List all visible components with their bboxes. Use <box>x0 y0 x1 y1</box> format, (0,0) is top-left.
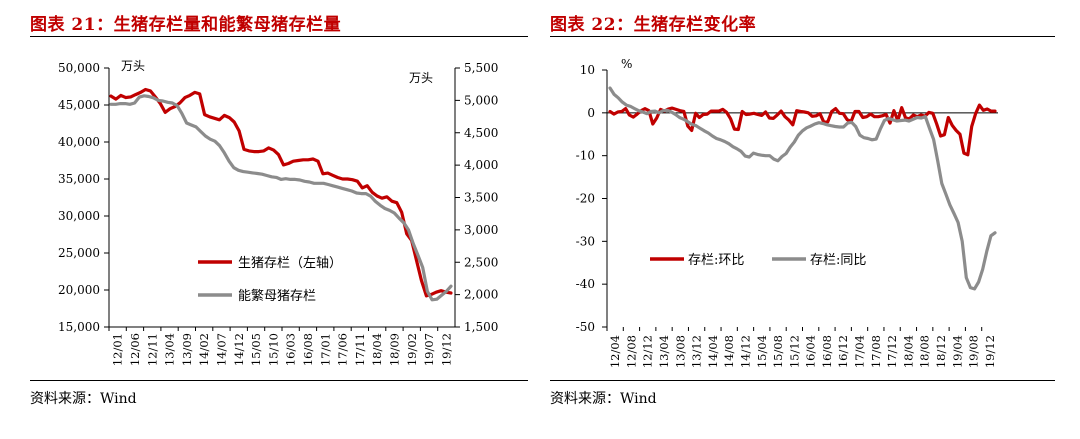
x-tick-label: 17/04 <box>853 335 867 368</box>
y-right-tick-label: 2,500 <box>464 255 498 269</box>
x-tick-label: 15/10 <box>266 333 280 366</box>
y-right-tick-label: 4,000 <box>464 158 498 172</box>
x-tick-label: 13/04 <box>163 333 177 366</box>
x-tick-label: 14/12 <box>232 333 246 366</box>
y-left-tick-label: 40,000 <box>58 135 100 149</box>
x-tick-label: 16/12 <box>836 335 850 368</box>
x-tick-label: 18/08 <box>918 335 932 368</box>
legend-label: 存栏:环比 <box>688 253 744 268</box>
y-left-tick-label: 20,000 <box>58 283 100 297</box>
y-right-tick-label: 4,500 <box>464 126 498 140</box>
source-rule <box>550 380 1055 381</box>
x-tick-label: 18/09 <box>387 333 401 366</box>
unit-label: % <box>621 57 632 71</box>
x-tick-label: 15/05 <box>249 333 263 366</box>
x-tick-label: 14/08 <box>722 335 736 368</box>
title-rule <box>30 36 528 37</box>
series-line-sow-inventory <box>109 94 453 302</box>
y-tick-label: -10 <box>576 149 595 163</box>
y-right-tick-label: 2,000 <box>464 288 498 302</box>
x-tick-label: 14/02 <box>197 333 211 366</box>
series-line-yoy <box>608 86 997 291</box>
x-tick-label: 14/07 <box>214 333 228 366</box>
chart-22-svg: 100-10-20-30-40-50%12/04 12/08 12/12 13/04 1… <box>576 57 998 368</box>
legend-label: 能繁母猪存栏 <box>238 288 316 304</box>
title-rule <box>550 36 1055 37</box>
x-tick-label: 19/07 <box>422 333 436 366</box>
x-tick-label: 13/08 <box>673 335 687 368</box>
y-tick-label: -20 <box>576 192 595 206</box>
x-tick-label: 12/06 <box>128 333 142 366</box>
x-tick-label: 13/12 <box>690 335 704 368</box>
y-tick-label: 0 <box>587 106 595 120</box>
y-right-tick-label: 5,000 <box>464 93 498 107</box>
series-line-mom <box>608 103 997 157</box>
x-tick-label: 12/01 <box>111 333 125 366</box>
figure-21-source: 资料来源：Wind <box>30 391 137 407</box>
x-tick-label: 17/08 <box>869 335 883 368</box>
unit-left-label: 万头 <box>121 59 145 73</box>
y-left-tick-label: 25,000 <box>58 246 100 260</box>
x-tick-label: 14/12 <box>738 335 752 368</box>
legend-label: 存栏:同比 <box>810 253 866 268</box>
x-tick-label: 17/12 <box>885 335 899 368</box>
y-tick-label: 10 <box>580 63 595 77</box>
legend-label: 生猪存栏（左轴） <box>238 256 342 271</box>
x-tick-label: 17/06 <box>336 333 350 366</box>
y-tick-label: -40 <box>576 277 595 291</box>
x-tick-label: 19/08 <box>967 335 981 368</box>
series-line-pig-inventory <box>109 87 453 298</box>
x-tick-label: 12/04 <box>608 335 622 368</box>
x-tick-label: 19/12 <box>983 335 997 368</box>
x-tick-label: 12/12 <box>641 335 655 368</box>
figure-22-source: 资料来源：Wind <box>550 391 657 407</box>
x-tick-label: 16/03 <box>284 333 298 366</box>
x-tick-label: 17/01 <box>318 333 332 366</box>
x-tick-label: 15/12 <box>787 335 801 368</box>
y-right-tick-label: 5,500 <box>464 61 498 75</box>
figure-21-title: 图表 21：生猪存栏量和能繁母猪存栏量 <box>30 15 342 35</box>
x-tick-label: 19/12 <box>439 333 453 366</box>
y-tick-label: -30 <box>576 234 595 248</box>
y-tick-label: -50 <box>576 320 595 334</box>
y-right-tick-label: 3,000 <box>464 223 498 237</box>
y-left-tick-label: 50,000 <box>58 61 100 75</box>
x-tick-label: 15/08 <box>771 335 785 368</box>
x-tick-label: 18/04 <box>370 333 384 366</box>
y-left-tick-label: 45,000 <box>58 98 100 112</box>
x-tick-label: 19/04 <box>950 335 964 368</box>
x-tick-label: 16/04 <box>804 335 818 368</box>
x-tick-label: 16/08 <box>301 333 315 366</box>
x-tick-label: 18/12 <box>934 335 948 368</box>
x-tick-label: 14/04 <box>706 335 720 368</box>
y-left-tick-label: 15,000 <box>58 320 100 334</box>
x-tick-label: 16/08 <box>820 335 834 368</box>
x-tick-label: 12/08 <box>624 335 638 368</box>
x-tick-label: 12/11 <box>145 333 159 366</box>
y-left-tick-label: 35,000 <box>58 172 100 186</box>
unit-right-label: 万头 <box>409 71 433 85</box>
figure-22-title: 图表 22：生猪存栏变化率 <box>550 15 757 35</box>
x-tick-label: 19/02 <box>405 333 419 366</box>
x-tick-label: 15/04 <box>755 335 769 368</box>
source-rule <box>30 380 528 381</box>
x-tick-label: 17/11 <box>353 333 367 366</box>
chart-21-svg: 15,000 20,000 25,000 30,000 35,000 40,000 45,0… <box>58 59 498 366</box>
y-right-tick-label: 3,500 <box>464 191 498 205</box>
y-right-tick-label: 1,500 <box>464 320 498 334</box>
y-left-tick-label: 30,000 <box>58 209 100 223</box>
x-tick-label: 18/04 <box>901 335 915 368</box>
x-tick-label: 13/09 <box>180 333 194 366</box>
x-tick-label: 13/04 <box>657 335 671 368</box>
